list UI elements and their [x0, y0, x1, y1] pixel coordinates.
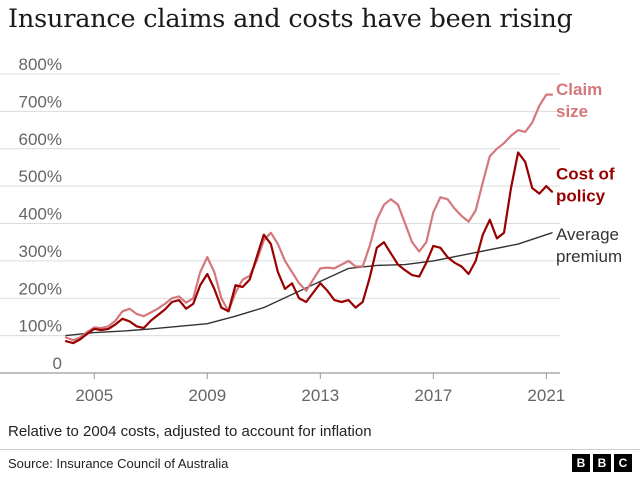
footer-divider	[0, 449, 640, 450]
series-label-cost-of-policy: policy	[556, 186, 606, 205]
series-label-average-premium: Average	[556, 225, 619, 244]
series-line-cost-of-policy	[64, 151, 554, 345]
x-tick-label: 2021	[527, 386, 565, 405]
y-tick-label: 700%	[19, 92, 62, 111]
y-tick-label: 600%	[19, 130, 62, 149]
x-tick-label: 2013	[301, 386, 339, 405]
y-tick-label: 200%	[19, 279, 62, 298]
y-axis-ticks: 0 100% 200% 300% 400% 500% 600% 700% 800%	[19, 55, 62, 373]
x-tick-label: 2009	[188, 386, 226, 405]
chart-subtitle: Relative to 2004 costs, adjusted to acco…	[8, 423, 372, 440]
y-tick-label: 0	[53, 354, 62, 373]
series-line-average-premium	[65, 232, 553, 337]
series-label-average-premium: premium	[556, 247, 622, 266]
source-note: Source: Insurance Council of Australia	[8, 456, 229, 471]
series-label-claim-size: Claim	[556, 80, 602, 99]
series-line-claim-size	[64, 93, 554, 342]
bbc-logo-letter-c: C	[614, 454, 632, 472]
y-tick-label: 800%	[19, 55, 62, 74]
y-tick-label: 500%	[19, 167, 62, 186]
x-tick-label: 2017	[414, 386, 452, 405]
bbc-logo-letter-b1: B	[572, 454, 590, 472]
series-labels: Average premium Claim size Cost of policy	[556, 80, 622, 266]
y-tick-label: 400%	[19, 205, 62, 224]
x-tick-label: 2005	[75, 386, 113, 405]
bbc-logo-letter-b2: B	[593, 454, 611, 472]
y-tick-label: 300%	[19, 242, 62, 261]
bbc-logo: B B C	[572, 454, 632, 472]
series-label-cost-of-policy: Cost of	[556, 164, 615, 183]
x-axis-ticks: 2005 2009 2013 2017 2021	[75, 373, 565, 405]
y-tick-label: 100%	[19, 317, 62, 336]
gridlines	[0, 73, 560, 374]
series-lines	[64, 93, 554, 345]
series-label-claim-size: size	[556, 102, 588, 121]
chart-title: Insurance claims and costs have been ris…	[8, 4, 573, 34]
